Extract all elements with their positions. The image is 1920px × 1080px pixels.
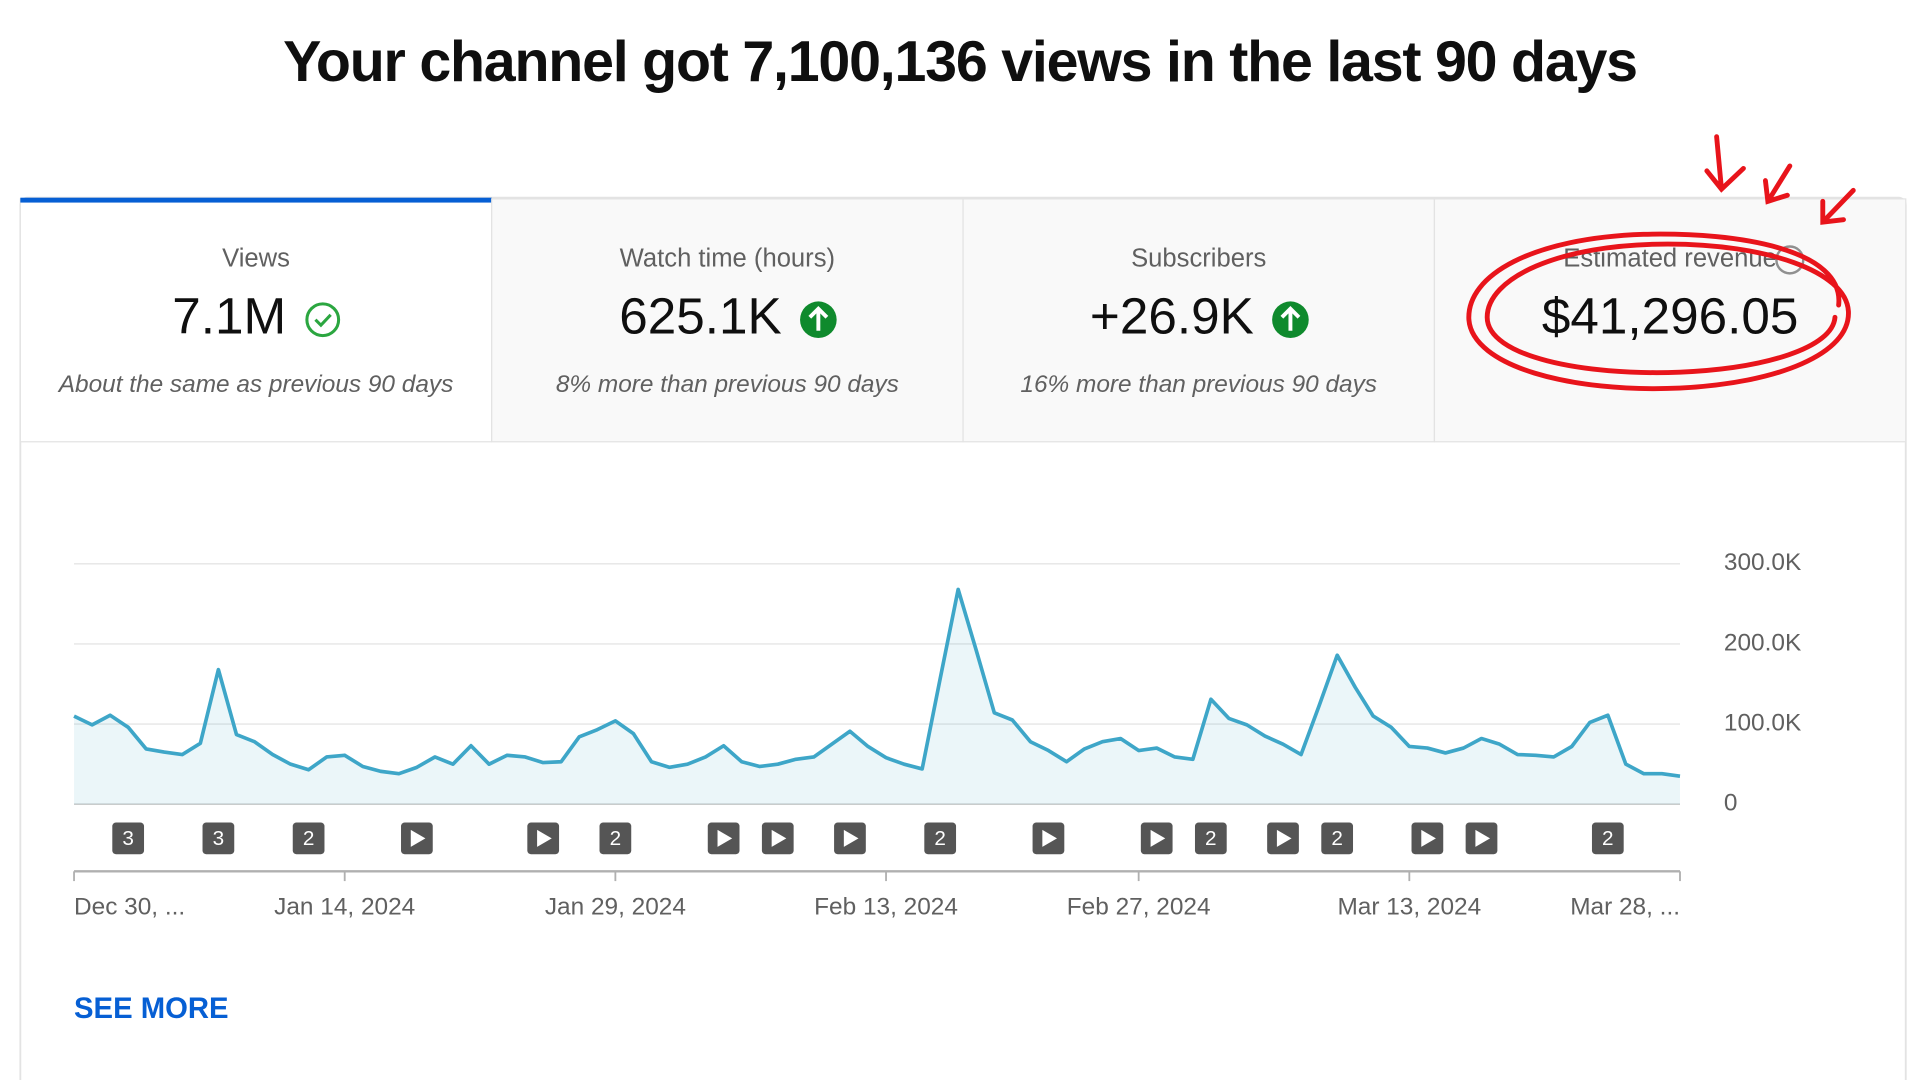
- video-marker[interactable]: [707, 822, 740, 855]
- x-tick-label: Dec 30, ...: [74, 893, 185, 920]
- video-marker-count: 2: [1602, 827, 1614, 850]
- up-icon-arrow: [1280, 305, 1301, 331]
- video-marker[interactable]: 2: [1194, 822, 1227, 855]
- tab-value: 625.1K: [619, 287, 781, 344]
- x-tick-label: Jan 14, 2024: [274, 893, 415, 920]
- tab-background: [1433, 198, 1907, 443]
- video-marker-play: [1475, 829, 1491, 847]
- video-marker[interactable]: 2: [1321, 822, 1354, 855]
- video-marker[interactable]: [761, 822, 794, 855]
- tab-note: 8% more than previous 90 days: [556, 371, 899, 398]
- tab-label: Views: [222, 245, 290, 273]
- video-marker-box: [1321, 822, 1354, 855]
- video-marker[interactable]: 2: [924, 822, 957, 855]
- video-marker-count: 2: [1205, 827, 1217, 850]
- metric-tab[interactable]: Subscribers +26.9K 16% more than previous …: [962, 198, 1436, 443]
- video-marker-box: [202, 822, 235, 855]
- metric-tab[interactable]: Estimated revenue$41,296.05: [1433, 198, 1907, 443]
- x-tick-label: Feb 27, 2024: [1067, 893, 1211, 920]
- video-marker-play: [1421, 829, 1436, 847]
- tab-value: +26.9K: [1090, 287, 1254, 344]
- video-marker-count: 2: [303, 827, 315, 850]
- help-icon: [1775, 245, 1805, 275]
- y-tick-label: 200.0K: [1724, 629, 1801, 656]
- chart: 0 100.0K 200.0K 300.0K 3 3 2 2 2 2 2 2 Dec 30, ... Ja…: [73, 549, 1801, 920]
- video-marker[interactable]: [1032, 822, 1065, 855]
- metric-tab[interactable]: Watch time (hours) 625.1K 8% more than pre…: [491, 198, 964, 443]
- video-marker-play: [410, 829, 426, 847]
- video-marker[interactable]: [1140, 822, 1173, 855]
- video-marker-play: [843, 829, 859, 847]
- red-annotation: [1466, 134, 1856, 392]
- tab-value: 7.1M: [172, 287, 286, 344]
- video-marker-count: 2: [1331, 827, 1343, 850]
- x-tick-label: Mar 28, ...: [1570, 893, 1680, 920]
- tab-selected-bar: [20, 197, 492, 203]
- tab-background: [962, 198, 1436, 443]
- video-marker-count: 3: [122, 827, 134, 850]
- x-tick-label: Mar 13, 2024: [1337, 893, 1481, 920]
- tab-background: [19, 198, 493, 443]
- video-marker-box: [1194, 822, 1227, 855]
- y-tick-label: 0: [1724, 790, 1738, 817]
- video-marker[interactable]: 2: [292, 822, 325, 855]
- video-marker[interactable]: [834, 822, 866, 855]
- video-marker-play: [1150, 829, 1166, 847]
- video-marker-box: [292, 822, 325, 855]
- tab-background: [491, 198, 964, 443]
- video-marker-play: [717, 829, 733, 847]
- video-marker[interactable]: [527, 822, 560, 855]
- video-marker[interactable]: [1267, 822, 1299, 855]
- video-marker[interactable]: 3: [202, 822, 235, 855]
- video-marker-box: [924, 822, 957, 855]
- x-tick-label: Jan 29, 2024: [545, 893, 686, 920]
- video-marker[interactable]: 2: [599, 822, 632, 855]
- y-tick-label: 300.0K: [1724, 549, 1801, 576]
- video-marker-count: 2: [610, 827, 622, 850]
- tab-note: 16% more than previous 90 days: [1020, 371, 1377, 398]
- x-tick-label: Feb 13, 2024: [814, 893, 958, 920]
- check-icon: [305, 302, 341, 338]
- video-marker-play: [771, 829, 787, 847]
- video-marker-count: 3: [213, 827, 225, 850]
- video-marker-play: [1042, 829, 1057, 847]
- video-marker[interactable]: 3: [112, 822, 145, 855]
- views-line: [73, 587, 1681, 778]
- page-title: Your channel got 7,100,136 views in the …: [283, 30, 1637, 94]
- tab-value: $41,296.05: [1542, 287, 1799, 344]
- video-marker-play: [1276, 829, 1292, 847]
- video-marker-count: 2: [934, 827, 946, 850]
- tab-note: About the same as previous 90 days: [57, 371, 454, 398]
- video-marker-play: [537, 829, 552, 847]
- up-icon-arrow: [808, 305, 829, 331]
- y-tick-label: 100.0K: [1724, 710, 1801, 737]
- see-more-link[interactable]: SEE MORE: [74, 992, 229, 1025]
- tab-label: Subscribers: [1131, 245, 1266, 273]
- video-marker[interactable]: [1465, 822, 1498, 855]
- video-marker[interactable]: [1411, 822, 1444, 855]
- tab-bar: Views 7.1M About the same as previous 90 d…: [19, 197, 1907, 443]
- video-marker-box: [1591, 822, 1624, 855]
- metric-tab[interactable]: Views 7.1M About the same as previous 90 d…: [19, 197, 493, 443]
- video-marker-box: [599, 822, 632, 855]
- video-marker-box: [112, 822, 145, 855]
- tab-label: Watch time (hours): [620, 245, 835, 273]
- video-marker[interactable]: 2: [1591, 822, 1624, 855]
- video-marker[interactable]: [401, 822, 433, 855]
- check-icon-mark: [314, 313, 332, 328]
